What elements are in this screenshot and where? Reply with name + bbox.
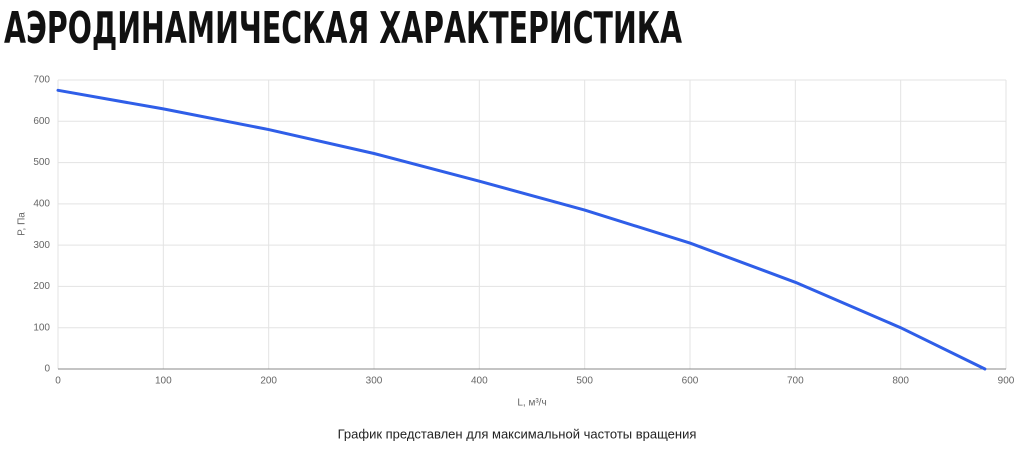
x-tick-label: 400 [471,376,488,387]
x-tick-label: 700 [787,376,804,387]
y-tick-label: 300 [33,240,50,251]
y-tick-label: 600 [33,116,50,127]
y-tick-label: 200 [33,281,50,292]
y-tick-label: 700 [33,75,50,86]
chart-title: АЭРОДИНАМИЧЕСКАЯ ХАРАКТЕРИСТИКА [4,3,682,54]
chart-note: График представлен для максимальной част… [338,426,697,441]
x-tick-label: 500 [576,376,593,387]
x-tick-label: 900 [998,376,1015,387]
y-tick-label: 500 [33,157,50,168]
x-tick-label: 800 [892,376,909,387]
series-line [56,88,987,371]
x-tick-label: 300 [366,376,383,387]
x-tick-label: 600 [682,376,699,387]
x-tick-label: 200 [260,376,277,387]
y-tick-label: 400 [33,198,50,209]
x-axis-label: L, м³/ч [517,398,546,409]
y-tick-label: 100 [33,322,50,333]
x-tick-label: 100 [155,376,172,387]
y-tick-label: 0 [44,364,50,375]
x-tick-label: 0 [55,376,61,387]
y-axis-label: P, Па [17,212,28,236]
